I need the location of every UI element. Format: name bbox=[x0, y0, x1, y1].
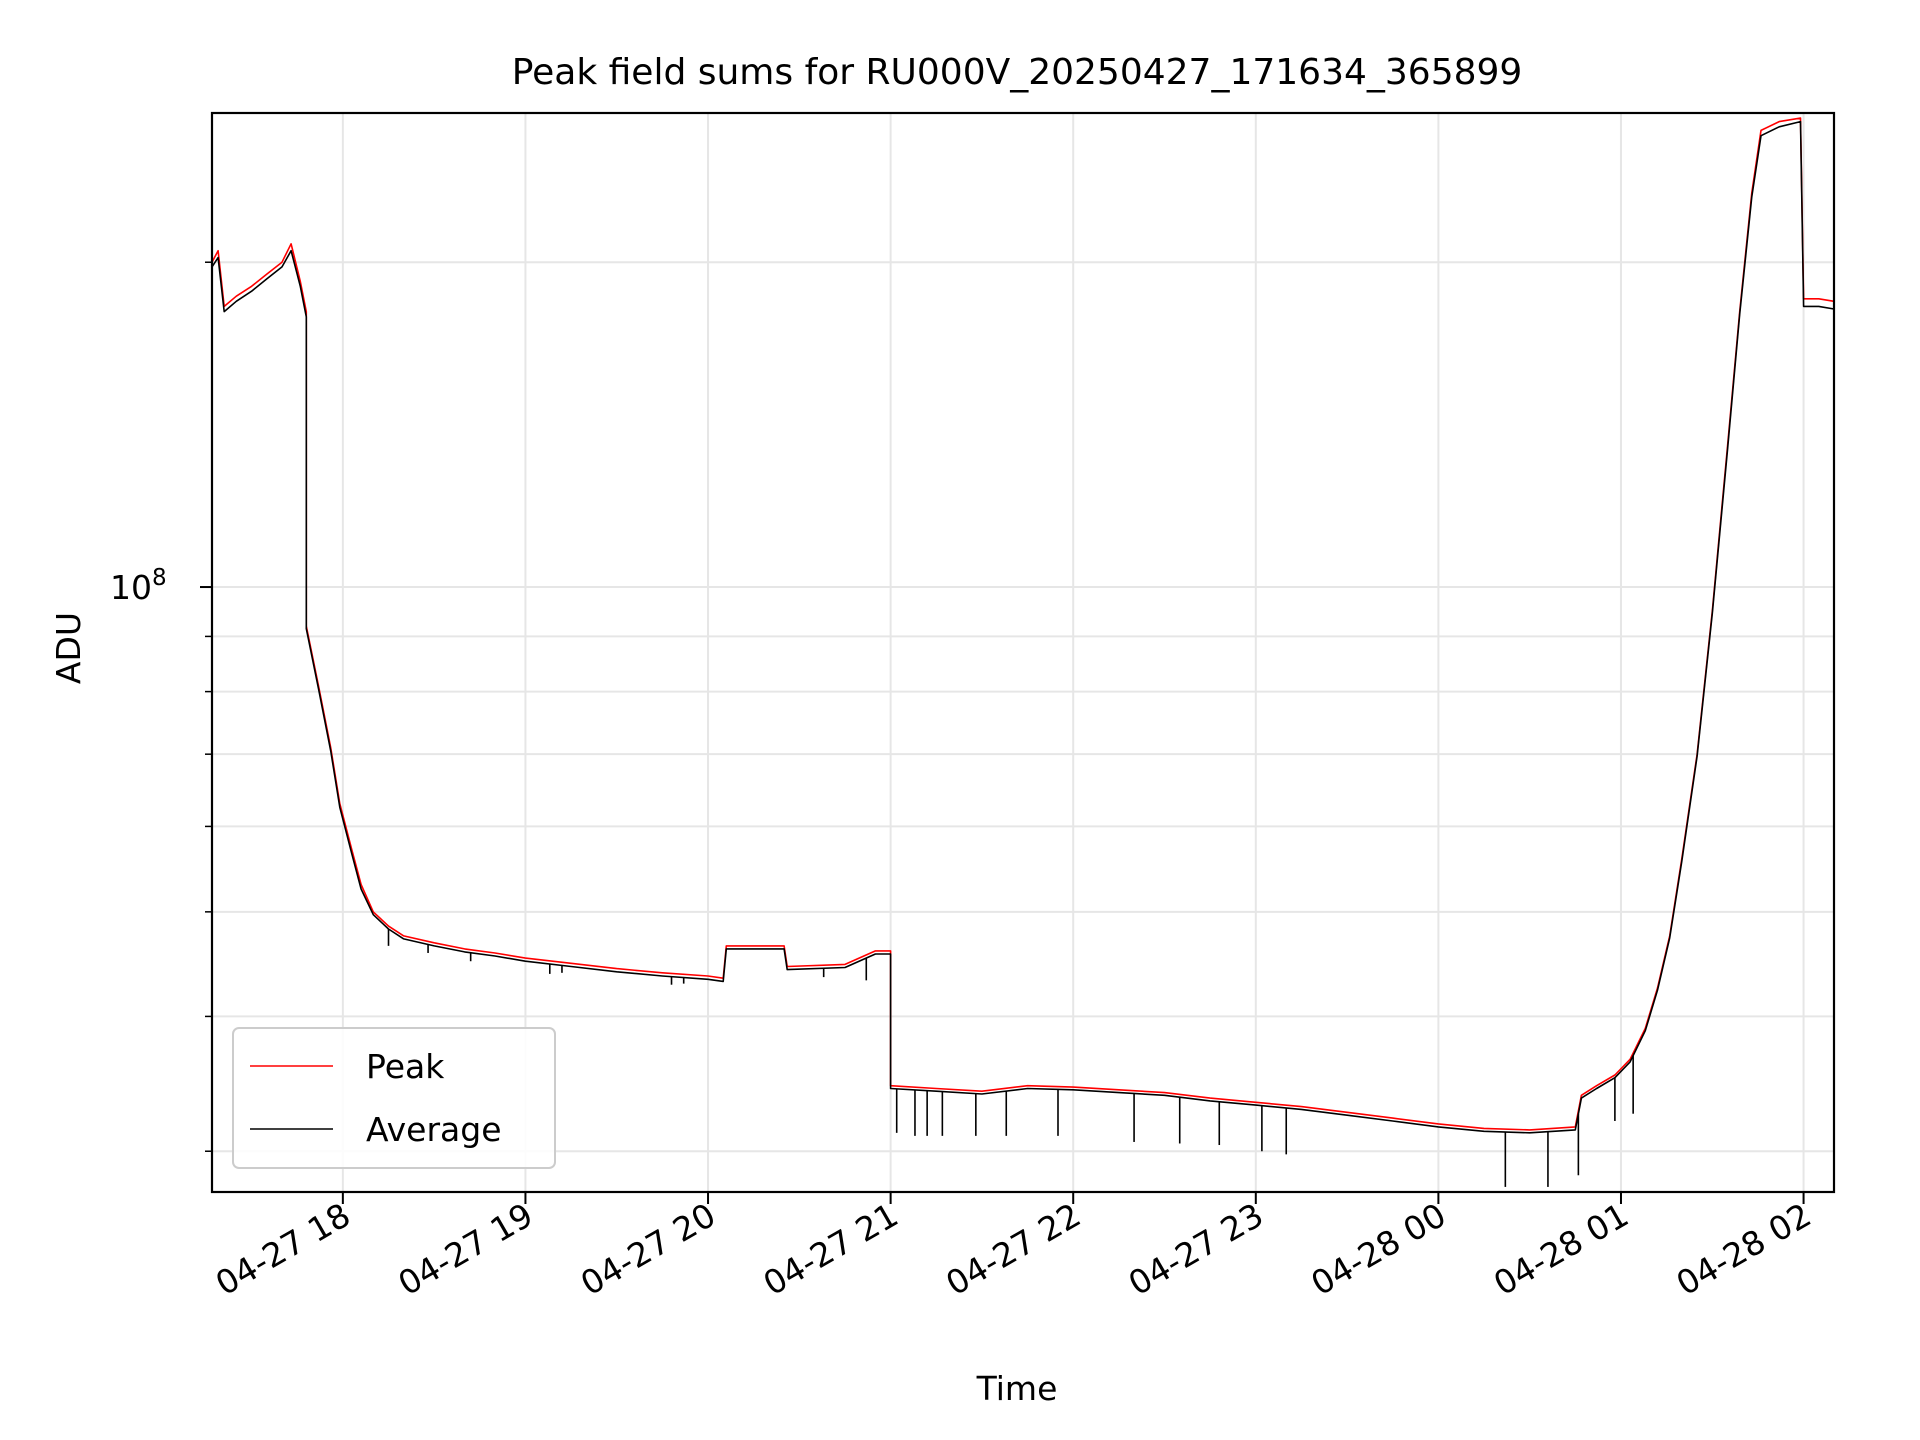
x-axis-label: Time bbox=[976, 1369, 1058, 1408]
plot-frame bbox=[210, 111, 1836, 1194]
legend-box bbox=[232, 1027, 556, 1169]
legend-peak-label: Peak bbox=[366, 1047, 445, 1086]
y-axis-label: ADU bbox=[49, 612, 88, 684]
series-average-line bbox=[211, 120, 1835, 1134]
series-lines bbox=[211, 117, 1835, 1187]
legend-average-label: Average bbox=[366, 1110, 502, 1149]
y-axis-ticks: 108 bbox=[110, 261, 212, 1152]
y-tick-label: 108 bbox=[110, 565, 167, 607]
legend: Peak Average bbox=[232, 1027, 556, 1169]
chart-title: Peak field sums for RU000V_20250427_1716… bbox=[512, 52, 1523, 93]
